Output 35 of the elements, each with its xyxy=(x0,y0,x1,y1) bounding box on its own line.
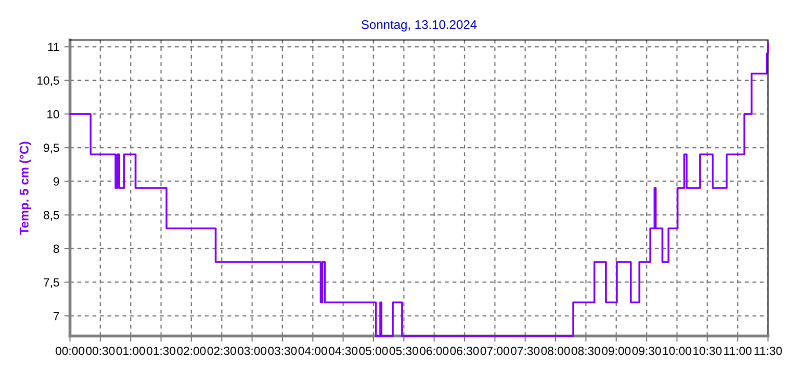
y-tick-label: 8 xyxy=(54,244,60,253)
x-tick-label: 05:00 xyxy=(359,346,388,356)
chart-title: Sonntag, 13.10.2024 xyxy=(362,20,477,32)
x-tick-label: 02:00 xyxy=(177,346,206,356)
x-tick-label: 03:00 xyxy=(238,346,266,356)
x-tick-label: 05:30 xyxy=(390,346,418,356)
x-tick-label: 01:00 xyxy=(116,346,146,356)
y-tick-label: 7 xyxy=(54,312,59,320)
x-tick-label: 04:30 xyxy=(328,346,358,356)
y-tick-label: 11 xyxy=(48,42,60,52)
y-tick-label: 9 xyxy=(54,177,60,186)
x-tick-label: 09:30 xyxy=(632,346,661,356)
x-tick-label: 07:30 xyxy=(510,346,540,356)
x-tick-label: 06:00 xyxy=(420,346,448,356)
x-tick-label: 07:00 xyxy=(480,346,510,356)
x-tick-label: 04:00 xyxy=(298,346,328,356)
x-tick-label: 02:30 xyxy=(207,346,236,356)
x-tick-label: 06:30 xyxy=(450,346,479,356)
x-tick-label: 00:00 xyxy=(56,346,84,356)
y-tick-label: 10,5 xyxy=(38,76,60,86)
x-tick-label: 08:30 xyxy=(572,346,600,356)
y-tick-label: 7,5 xyxy=(44,278,60,288)
y-tick-label: 8,5 xyxy=(44,210,60,221)
y-axis-title: Temp. 5 cm (°C) xyxy=(19,142,32,235)
x-tick-label: 08:00 xyxy=(541,346,570,356)
x-tick-label: 11:00 xyxy=(724,346,752,356)
x-tick-label: 03:30 xyxy=(268,346,297,356)
x-tick-label: 00:30 xyxy=(86,346,115,356)
x-tick-label: 10:30 xyxy=(693,346,722,356)
x-tick-label: 10:00 xyxy=(663,346,692,356)
y-tick-label: 10 xyxy=(47,110,60,118)
y-tick-label: 9,5 xyxy=(44,144,60,154)
x-tick-label: 11:30 xyxy=(754,346,782,356)
x-tick-label: 09:00 xyxy=(602,346,631,356)
x-tick-label: 01:30 xyxy=(146,346,176,356)
